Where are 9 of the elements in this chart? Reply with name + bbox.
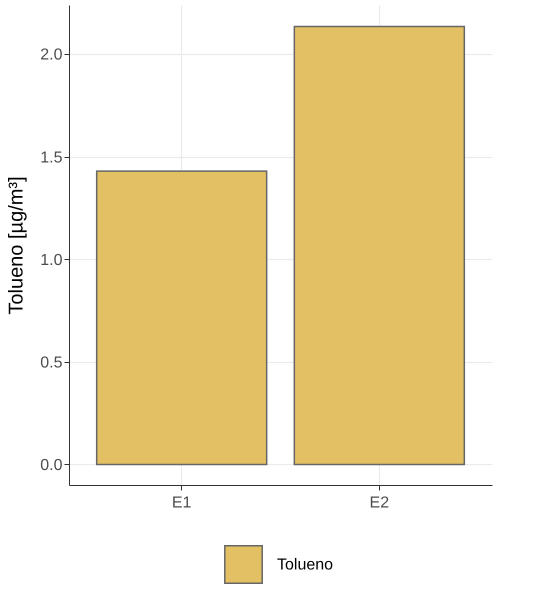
y-axis-title: Tolueno [µg/m³] [5, 176, 28, 315]
x-tick-label: E2 [370, 494, 390, 512]
y-tick-label: 0.5 [40, 354, 63, 372]
x-tick-label: E1 [172, 494, 192, 512]
y-tick-label: 0.0 [40, 456, 63, 474]
legend-label: Tolueno [277, 556, 334, 574]
y-tick-label: 1.5 [40, 149, 63, 166]
y-tick-label: 2.0 [40, 46, 63, 64]
y-tick-label: 1.0 [40, 252, 63, 269]
